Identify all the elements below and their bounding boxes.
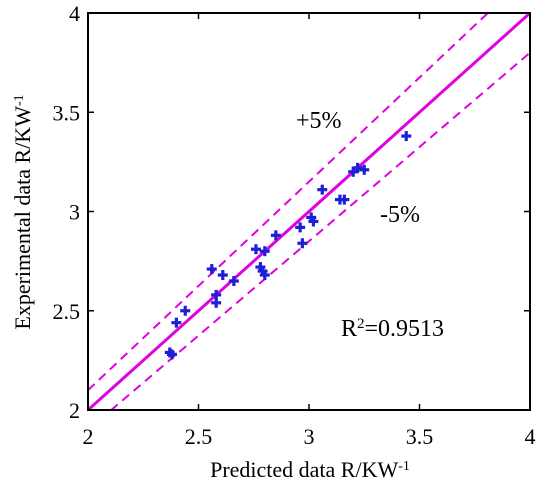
x-tick-label: 2.5 — [185, 424, 213, 449]
data-point — [171, 317, 182, 328]
y-axis-title: Experimental data R/KW-1 — [10, 94, 35, 329]
data-point — [317, 184, 328, 195]
data-point — [352, 162, 363, 173]
r2-value: =0.9513 — [365, 316, 445, 342]
data-point — [228, 275, 239, 286]
y-axis-ticks: 2 2.5 3 3.5 4 — [53, 1, 530, 423]
x-axis-title-text: Predicted data R/KW — [210, 457, 398, 482]
data-point — [211, 289, 222, 300]
x-tick-label: 3 — [304, 424, 315, 449]
y-tick-label: 4 — [69, 1, 80, 26]
plus-5-percent-line — [88, 13, 490, 391]
x-tick-label: 4 — [525, 424, 536, 449]
data-point — [259, 270, 270, 281]
y-tick-label: 3 — [69, 200, 80, 225]
plus-5-percent-label: +5% — [296, 108, 342, 134]
x-axis-title: Predicted data R/KW-1 — [210, 457, 410, 482]
y-tick-label: 3.5 — [53, 100, 81, 125]
data-point — [270, 230, 281, 241]
y-axis-title-text: Experimental data R/KW — [10, 106, 35, 330]
data-point — [359, 164, 370, 175]
data-point — [297, 238, 308, 249]
parity-line — [88, 13, 530, 410]
data-point — [259, 246, 270, 257]
r2-prefix: R — [341, 316, 357, 342]
reference-lines — [88, 13, 530, 410]
data-point — [339, 194, 350, 205]
data-point — [295, 222, 306, 233]
x-tick-label: 2 — [83, 424, 94, 449]
data-point — [250, 244, 261, 255]
y-tick-label: 2.5 — [53, 299, 81, 324]
x-axis-title-superscript: -1 — [398, 459, 410, 474]
data-point — [401, 131, 412, 142]
x-axis-ticks: 2 2.5 3 3.5 4 — [83, 13, 536, 449]
data-point — [217, 270, 228, 281]
data-points — [164, 131, 412, 360]
data-point — [166, 349, 177, 360]
data-point — [308, 216, 319, 227]
data-point — [206, 264, 217, 275]
y-axis-title-superscript: -1 — [12, 94, 27, 106]
data-point — [180, 305, 191, 316]
minus-5-percent-label: -5% — [380, 202, 420, 228]
r-squared-annotation: R2=0.9513 — [341, 316, 444, 342]
y-tick-label: 2 — [69, 398, 80, 423]
x-tick-label: 3.5 — [406, 424, 434, 449]
r2-superscript: 2 — [357, 316, 365, 332]
minus-5-percent-line — [109, 51, 530, 410]
